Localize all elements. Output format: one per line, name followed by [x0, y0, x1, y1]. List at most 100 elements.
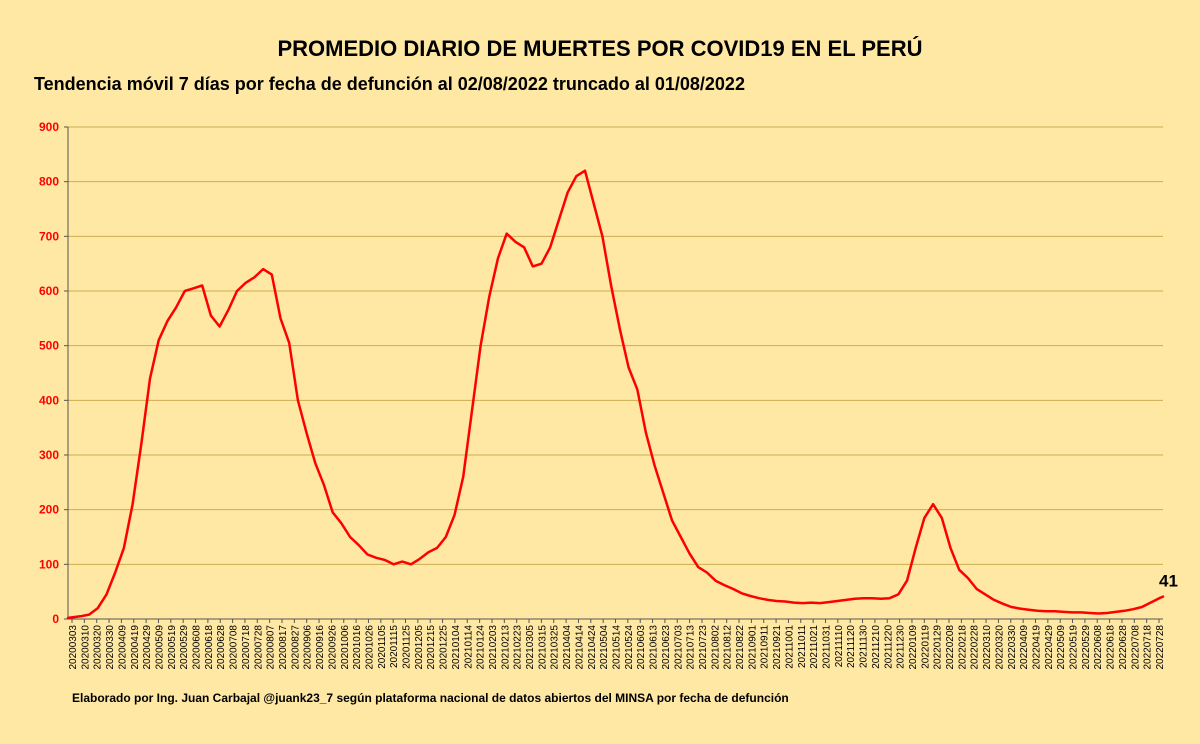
x-tick-label: 20211001 [784, 625, 795, 669]
x-tick-label: 20211230 [896, 625, 907, 669]
x-tick-label: 20200807 [266, 625, 277, 670]
x-tick-label: 20201115 [389, 625, 400, 668]
x-tick-label: 20220320 [994, 625, 1005, 670]
x-tick-label: 20200728 [253, 625, 264, 670]
x-tick-label: 20210921 [772, 625, 783, 670]
x-tick-label: 20210524 [624, 625, 635, 670]
x-tick-label: 20201125 [402, 625, 413, 669]
x-tick-label: 20220608 [1093, 625, 1104, 670]
x-tick-label: 20200509 [154, 625, 165, 670]
x-tick-label: 20210124 [476, 625, 487, 670]
x-tick-label: 20210822 [735, 625, 746, 670]
x-tick-label: 20220119 [920, 625, 931, 669]
x-tick-label: 20220419 [1031, 625, 1042, 670]
x-axis: 20200303 20200310 20200320 20200330 20200409… [68, 618, 1166, 670]
x-tick-label: 20210623 [661, 625, 672, 670]
y-tick-label: 0 [52, 612, 59, 626]
x-tick-label: 20220728 [1155, 625, 1166, 670]
y-tick-label: 600 [39, 284, 59, 298]
x-tick-label: 20211110 [834, 625, 845, 668]
x-tick-label: 20200303 [68, 625, 79, 670]
x-tick-label: 20220509 [1056, 625, 1067, 670]
x-tick-label: 20211031 [821, 625, 832, 669]
x-tick-label: 20210504 [599, 625, 610, 670]
x-tick-label: 20220718 [1143, 625, 1154, 670]
x-tick-label: 20200618 [204, 625, 215, 670]
x-tick-label: 20211021 [809, 625, 820, 669]
y-tick-label: 900 [39, 120, 59, 134]
x-tick-label: 20210404 [562, 625, 573, 670]
x-tick-label: 20210104 [451, 625, 462, 670]
x-tick-label: 20220109 [908, 625, 919, 670]
x-tick-label: 20201006 [340, 625, 351, 670]
x-tick-label: 20201205 [414, 625, 425, 670]
x-tick-label: 20200916 [315, 625, 326, 670]
y-tick-label: 700 [39, 229, 59, 243]
x-tick-label: 20200419 [130, 625, 141, 670]
x-tick-label: 20210114 [463, 625, 474, 669]
x-tick-label: 20210223 [513, 625, 524, 670]
data-labels: 41 [1159, 572, 1178, 591]
chart-subtitle: Tendencia móvil 7 días por fecha de defu… [34, 74, 745, 94]
y-tick-label: 100 [39, 557, 59, 571]
x-tick-label: 20220310 [982, 625, 993, 670]
x-tick-label: 20211011 [797, 625, 808, 668]
x-tick-label: 20220409 [1019, 625, 1030, 670]
x-tick-label: 20201016 [352, 625, 363, 670]
x-tick-label: 20211130 [859, 625, 870, 668]
y-tick-label: 300 [39, 448, 59, 462]
x-tick-label: 20200817 [278, 625, 289, 670]
x-tick-label: 20220708 [1130, 625, 1141, 670]
x-tick-label: 20200708 [229, 625, 240, 670]
x-tick-label: 20220129 [933, 625, 944, 670]
x-tick-label: 20210603 [636, 625, 647, 670]
x-tick-label: 20220529 [1081, 625, 1092, 670]
x-tick-label: 20220628 [1118, 625, 1129, 670]
grid-lines [68, 126, 1163, 565]
x-tick-label: 20210723 [698, 625, 709, 670]
series-line [66, 169, 1165, 620]
chart-title: PROMEDIO DIARIO DE MUERTES POR COVID19 E… [277, 36, 923, 61]
x-tick-label: 20200320 [93, 625, 104, 670]
x-tick-label: 20210901 [747, 625, 758, 670]
x-tick-label: 20210812 [723, 625, 734, 670]
x-tick-label: 20220208 [945, 625, 956, 670]
x-tick-label: 20220519 [1069, 625, 1080, 670]
y-tick-label: 200 [39, 503, 59, 517]
x-tick-label: 20220618 [1106, 625, 1117, 670]
x-tick-label: 20200409 [117, 625, 128, 670]
x-tick-label: 20211210 [871, 625, 882, 669]
x-tick-label: 20211120 [846, 625, 857, 668]
x-tick-label: 20200718 [241, 625, 252, 670]
x-tick-label: 20210802 [710, 625, 721, 670]
x-tick-label: 20200608 [192, 625, 203, 670]
x-tick-label: 20200519 [167, 625, 178, 670]
y-tick-label: 400 [39, 393, 59, 407]
x-tick-label: 20201026 [364, 625, 375, 670]
x-tick-label: 20201215 [426, 625, 437, 670]
x-tick-label: 20210514 [612, 625, 623, 670]
x-tick-label: 20210203 [488, 625, 499, 670]
x-tick-label: 20200906 [303, 625, 314, 670]
x-tick-label: 20220429 [1044, 625, 1055, 670]
x-tick-label: 20210315 [537, 625, 548, 670]
x-tick-label: 20220228 [970, 625, 981, 670]
last-value-label: 41 [1159, 572, 1178, 591]
x-tick-label: 20210325 [550, 625, 561, 670]
y-tick-label: 500 [39, 339, 59, 353]
x-tick-label: 20220330 [1007, 625, 1018, 670]
x-tick-label: 20210424 [587, 625, 598, 670]
x-tick-label: 20200827 [290, 625, 301, 670]
x-tick-label: 20200330 [105, 625, 116, 670]
x-tick-label: 20210414 [574, 625, 585, 670]
x-tick-label: 20210911 [760, 625, 771, 669]
y-axis: 0 100 200 300 400 500 600 700 800 900 [39, 120, 69, 626]
x-tick-label: 20211220 [883, 625, 894, 669]
x-tick-label: 20210213 [500, 625, 511, 670]
x-tick-label: 20210305 [525, 625, 536, 670]
series-lines [66, 169, 1165, 620]
x-tick-label: 20200310 [80, 625, 91, 670]
y-tick-label: 800 [39, 175, 59, 189]
x-tick-label: 20220218 [957, 625, 968, 670]
